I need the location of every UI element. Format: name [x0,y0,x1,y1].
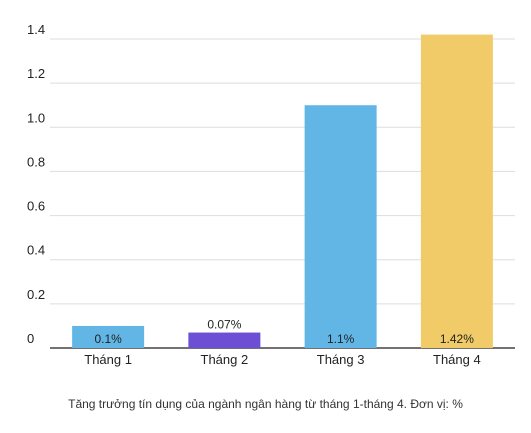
data-labels: 0.1% 0.07% 1.1% 1.42% [94,318,474,346]
y-axis-tick-labels: 0 0.2 0.4 0.6 0.8 1.0 1.2 1.4 [27,22,45,346]
bar [72,325,145,348]
y-tick-label: 1.0 [27,110,45,125]
data-label: 0.07% [207,318,241,332]
bar-chart: 0 0.2 0.4 0.6 0.8 1.0 1.2 1.4 0.1% 0.07% 1.1% 1.42… [27,22,515,367]
y-tick-label: 0.6 [27,199,45,214]
x-tick-label: Tháng 1 [84,352,132,367]
bar [420,34,493,348]
bars [72,34,493,348]
x-axis-tick-labels: Tháng 1 Tháng 2 Tháng 3 Tháng 4 [84,352,480,367]
data-label: 0.1% [94,332,122,346]
y-tick-label: 0 [27,331,34,346]
x-tick-label: Tháng 2 [201,352,249,367]
y-tick-label: 1.4 [27,22,45,37]
x-tick-label: Tháng 4 [433,352,481,367]
gridlines [50,38,515,349]
y-tick-label: 1.2 [27,66,45,81]
chart-caption: Tăng trưởng tín dụng của ngành ngân hàng… [68,397,463,411]
bar [188,332,261,348]
y-tick-label: 0.8 [27,154,45,169]
data-label: 1.42% [440,332,474,346]
bar [304,105,377,348]
y-tick-label: 0.2 [27,287,45,302]
y-tick-label: 0.4 [27,243,45,258]
data-label: 1.1% [327,332,355,346]
x-tick-label: Tháng 3 [317,352,365,367]
